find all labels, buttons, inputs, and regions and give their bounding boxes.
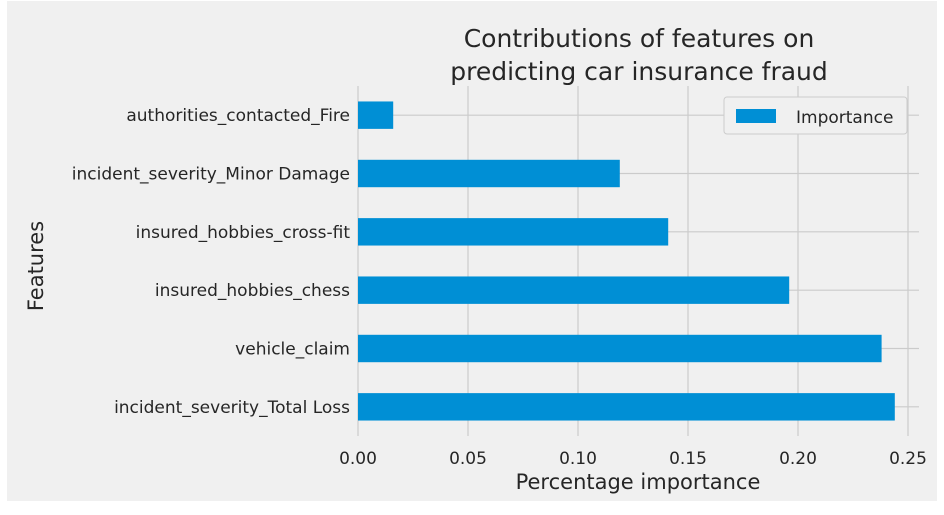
bar [358,101,394,129]
x-tick-label: 0.00 [339,449,377,469]
y-tick-label: vehicle_claim [235,340,350,360]
bar [358,334,882,363]
bar [358,276,790,304]
chart-title-line-2: predicting car insurance fraud [450,57,828,86]
y-tick-label: insured_hobbies_cross-fit [136,223,351,243]
x-tick-labels: 0.00 0.05 0.10 0.15 0.20 0.25 [339,449,927,469]
x-axis-label: Percentage importance [516,470,761,494]
grid [357,86,919,436]
y-tick-label: authorities_contacted_Fire [126,106,350,126]
y-axis-label: Features [24,221,48,311]
y-tick-label: incident_severity_Total Loss [114,398,350,418]
bar [358,159,620,188]
feature-importance-chart: incident_severity_Total Loss vehicle_clai… [24,24,927,494]
bar [358,393,895,421]
x-tick-label: 0.25 [889,449,927,469]
legend-swatch [736,109,776,123]
legend-box [723,96,908,135]
chart-title-line-1: Contributions of features on [464,24,815,53]
y-tick-label: incident_severity_Minor Damage [72,165,350,185]
bar [358,218,669,246]
chart-frame: incident_severity_Total Loss vehicle_clai… [7,1,937,501]
x-tick-label: 0.20 [779,449,817,469]
legend-label: Importance [796,108,893,128]
x-tick-label: 0.10 [559,449,597,469]
bars [358,101,895,421]
y-tick-labels: incident_severity_Total Loss vehicle_clai… [72,106,351,418]
x-tick-label: 0.15 [669,449,707,469]
legend: Importance [723,96,908,135]
x-tick-label: 0.05 [449,449,487,469]
y-tick-label: insured_hobbies_chess [155,281,350,301]
